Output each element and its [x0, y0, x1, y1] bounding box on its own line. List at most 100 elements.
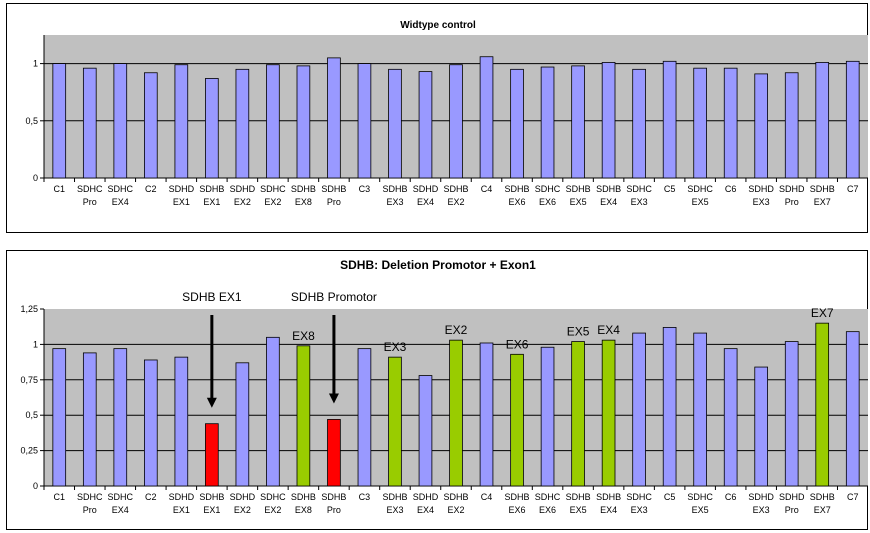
y-tick-label: 1 [33, 59, 38, 69]
x-tick-label: EX3 [631, 197, 648, 207]
annotation-label: EX6 [506, 337, 529, 351]
x-tick-label: EX3 [753, 197, 770, 207]
x-tick-label: SDHD [169, 184, 195, 194]
x-tick-label: EX5 [692, 505, 709, 515]
x-tick-label: SDHD [779, 492, 805, 502]
x-tick-label: Pro [83, 197, 97, 207]
bar [693, 332, 707, 487]
y-tick-label: 0,25 [20, 446, 38, 456]
x-tick-label: SDHD [230, 492, 256, 502]
x-tick-label: EX1 [203, 197, 220, 207]
x-tick-label: SDHB [199, 492, 224, 502]
x-tick-label: SDHD [748, 184, 774, 194]
bar [418, 71, 433, 179]
x-tick-label: C7 [847, 184, 859, 194]
bar [52, 63, 67, 179]
bar [845, 331, 860, 487]
bar [510, 68, 524, 179]
bar [144, 359, 158, 487]
bar [144, 72, 158, 179]
x-tick-label: SDHB [321, 492, 346, 502]
bar [449, 64, 463, 179]
bar [82, 67, 97, 179]
chart-widtype-control: Widtype control 0 0,5 1 C1 SDHC Pro SDHC EX4 C2 SD… [6, 3, 868, 233]
x-tick-label: EX6 [509, 197, 526, 207]
x-tick-label: C2 [145, 492, 157, 502]
bar [693, 67, 707, 179]
x-tick-label: SDHD [779, 184, 805, 194]
annotation-label: SDHB EX1 [182, 290, 242, 304]
x-tick-label: EX2 [234, 505, 251, 515]
bar [571, 341, 585, 487]
x-tick-label: SDHC [108, 184, 134, 194]
bar [449, 339, 463, 487]
bar [327, 57, 341, 179]
bar [784, 341, 799, 487]
x-tick-label: Pro [785, 197, 799, 207]
bar [388, 356, 402, 487]
x-tick-label: SDHD [413, 492, 439, 502]
x-tick-label: EX3 [386, 505, 403, 515]
bar [571, 65, 585, 179]
y-tick-label: 0,5 [25, 410, 38, 420]
x-tick-label: SDHC [535, 492, 561, 502]
x-tick-label: SDHB [321, 184, 346, 194]
x-tick-label: SDHB [505, 492, 530, 502]
bar [815, 322, 830, 487]
y-tick-label: 0 [33, 173, 38, 183]
x-tick-label: C1 [54, 184, 66, 194]
x-tick-label: EX3 [753, 505, 770, 515]
x-tick-label: SDHD [230, 184, 256, 194]
bar [296, 65, 311, 179]
x-tick-label: EX3 [631, 505, 648, 515]
bar [723, 348, 738, 487]
y-tick-label: 1,25 [20, 304, 38, 314]
bar [418, 375, 433, 487]
annotation-arrowhead [206, 397, 217, 408]
x-tick-label: EX4 [600, 505, 617, 515]
x-tick-label: SDHB [566, 184, 591, 194]
bar [174, 64, 189, 179]
chart-title: Widtype control [400, 20, 476, 31]
x-tick-label: EX4 [112, 505, 129, 515]
x-tick-label: SDHB [810, 492, 835, 502]
y-tick-label: 0,75 [20, 375, 38, 385]
bar [357, 63, 372, 179]
x-tick-label: EX7 [814, 505, 831, 515]
x-tick-label: EX4 [417, 505, 434, 515]
bar [235, 362, 250, 487]
bar [784, 72, 799, 179]
bar [205, 423, 219, 487]
annotation-label: EX3 [384, 340, 407, 354]
x-tick-label: EX2 [447, 197, 464, 207]
x-tick-label: EX7 [814, 197, 831, 207]
x-tick-label: SDHB [566, 492, 591, 502]
x-tick-label: C5 [664, 184, 676, 194]
x-tick-label: SDHB [443, 492, 468, 502]
chart-sdhb-deletion: SDHB: Deletion Promotor + Exon1 0 0,25 0,5 0… [6, 250, 868, 530]
x-tick-label: EX2 [447, 505, 464, 515]
x-tick-label: EX6 [539, 197, 556, 207]
annotation-label: SDHB Promotor [291, 290, 377, 304]
bar [357, 348, 372, 487]
bar [662, 60, 677, 179]
bar [601, 62, 616, 179]
x-tick-label: SDHC [626, 492, 652, 502]
chart-title: SDHB: Deletion Promotor + Exon1 [340, 258, 536, 272]
x-tick-label: EX8 [295, 505, 312, 515]
bar [540, 66, 555, 179]
bar [479, 342, 494, 487]
bar [52, 348, 67, 487]
x-tick-label: Pro [83, 505, 97, 515]
y-tick-label: 0 [33, 481, 38, 491]
x-tick-label: SDHC [535, 184, 561, 194]
x-tick-label: EX6 [509, 505, 526, 515]
bar [205, 78, 219, 179]
x-tick-label: EX8 [295, 197, 312, 207]
annotation-label: EX7 [811, 306, 834, 320]
x-tick-label: SDHB [199, 184, 224, 194]
x-tick-label: Pro [327, 505, 341, 515]
bar [235, 68, 250, 179]
x-tick-label: EX2 [234, 197, 251, 207]
bar [601, 339, 616, 487]
